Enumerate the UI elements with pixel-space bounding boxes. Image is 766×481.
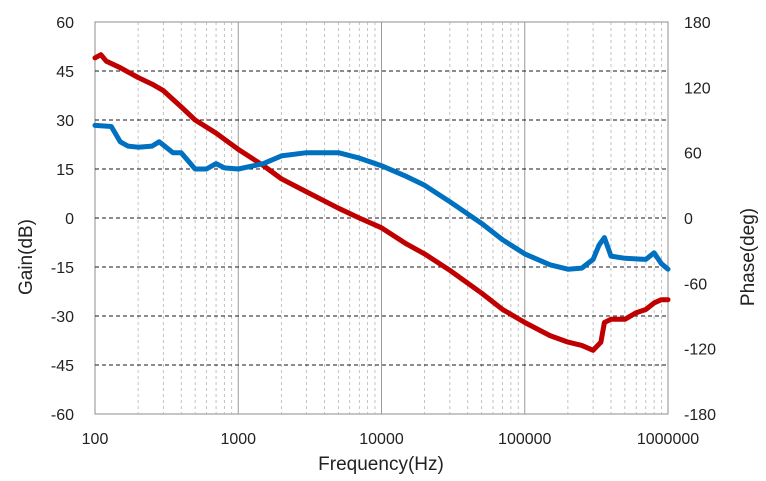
- y2-tick-label: -60: [684, 276, 707, 293]
- tick-labels: 100 1000 10000 100000 1000000 -60 -45 -30 -15 0 15…: [51, 15, 716, 448]
- y-tick-label: 15: [56, 162, 74, 179]
- x-tick-label: 1000: [220, 431, 256, 448]
- gain-line: [92, 52, 671, 353]
- y2-tick-label: 120: [684, 80, 711, 97]
- y2-tick-label: -120: [684, 342, 716, 359]
- x-axis-title: Frequency(Hz): [318, 454, 444, 475]
- y-tick-label: -30: [51, 309, 74, 326]
- y-tick-label: 30: [56, 113, 74, 130]
- x-tick-label: 1000000: [637, 431, 699, 448]
- y-tick-label: -45: [51, 358, 74, 375]
- y-tick-label: 60: [56, 15, 74, 32]
- y-tick-label: -15: [51, 260, 74, 277]
- phase-line: [92, 122, 671, 272]
- y-tick-label: -60: [51, 407, 74, 424]
- y-axis-title: Gain(dB): [16, 219, 37, 295]
- y2-axis-title: Phase(deg): [738, 208, 759, 306]
- x-tick-label: 100: [82, 431, 109, 448]
- y-tick-label: 45: [56, 64, 74, 81]
- y2-tick-label: -180: [684, 407, 716, 424]
- y2-tick-label: 180: [684, 15, 711, 32]
- y2-tick-label: 0: [684, 211, 693, 228]
- y-tick-label: 0: [65, 211, 74, 228]
- y2-tick-label: 60: [684, 146, 702, 163]
- series-layer: [92, 52, 671, 353]
- x-tick-label: 100000: [498, 431, 551, 448]
- x-tick-label: 10000: [359, 431, 404, 448]
